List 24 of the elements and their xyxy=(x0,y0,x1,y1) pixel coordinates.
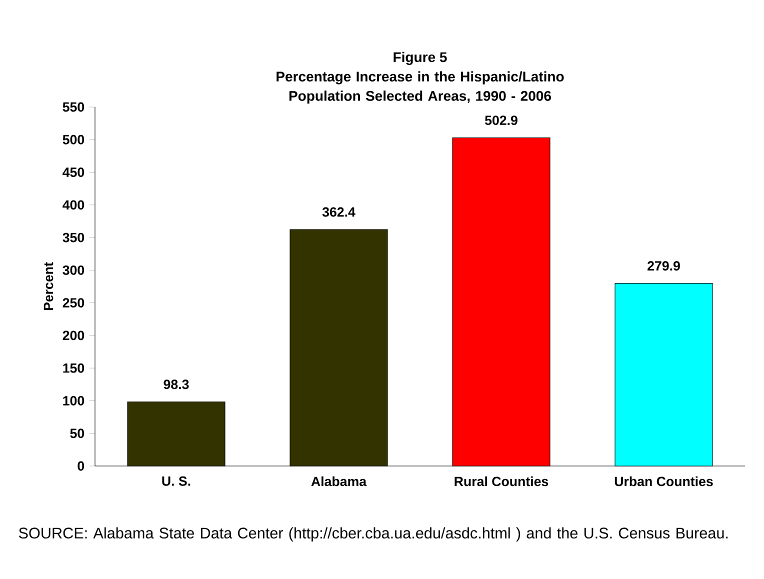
data-label: 98.3 xyxy=(164,380,189,390)
x-tick-label: Rural Counties xyxy=(454,476,548,486)
y-tick-label: 0 xyxy=(78,461,84,471)
y-tick-label: 450 xyxy=(62,168,84,177)
chart-title: Figure 5 xyxy=(394,52,447,65)
chart-subtitle: Percentage Increase in the Hispanic/Latino Population Selected Areas, 1990 - 2006 xyxy=(276,71,564,104)
y-tick-label: 350 xyxy=(62,232,84,242)
x-tick-label: Urban Counties xyxy=(614,476,713,486)
y-tick-label: 250 xyxy=(62,298,84,308)
y-tick-label: 100 xyxy=(63,396,84,406)
y-tick-label: 150 xyxy=(63,363,84,373)
y-tick-label: 550 xyxy=(62,102,84,112)
y-tick-label: 500 xyxy=(62,134,84,144)
source-note: SOURCE: Alabama State Data Center (http://cber.cba.ua.edu/asdc.html ) and the U.S. Census Bureau. xyxy=(18,527,728,542)
y-axis-title: Percent xyxy=(44,262,54,310)
y-tick-label: 400 xyxy=(62,200,84,210)
data-label: 502.9 xyxy=(484,116,518,126)
x-tick-label: Alabama xyxy=(311,476,367,486)
y-tick-label: 200 xyxy=(62,330,84,340)
y-tick-label: 50 xyxy=(70,428,84,438)
y-tick-label: 300 xyxy=(62,265,84,275)
data-label: 362.4 xyxy=(322,207,356,217)
data-label: 279.9 xyxy=(648,261,680,271)
x-tick-label: U. S. xyxy=(162,476,190,486)
